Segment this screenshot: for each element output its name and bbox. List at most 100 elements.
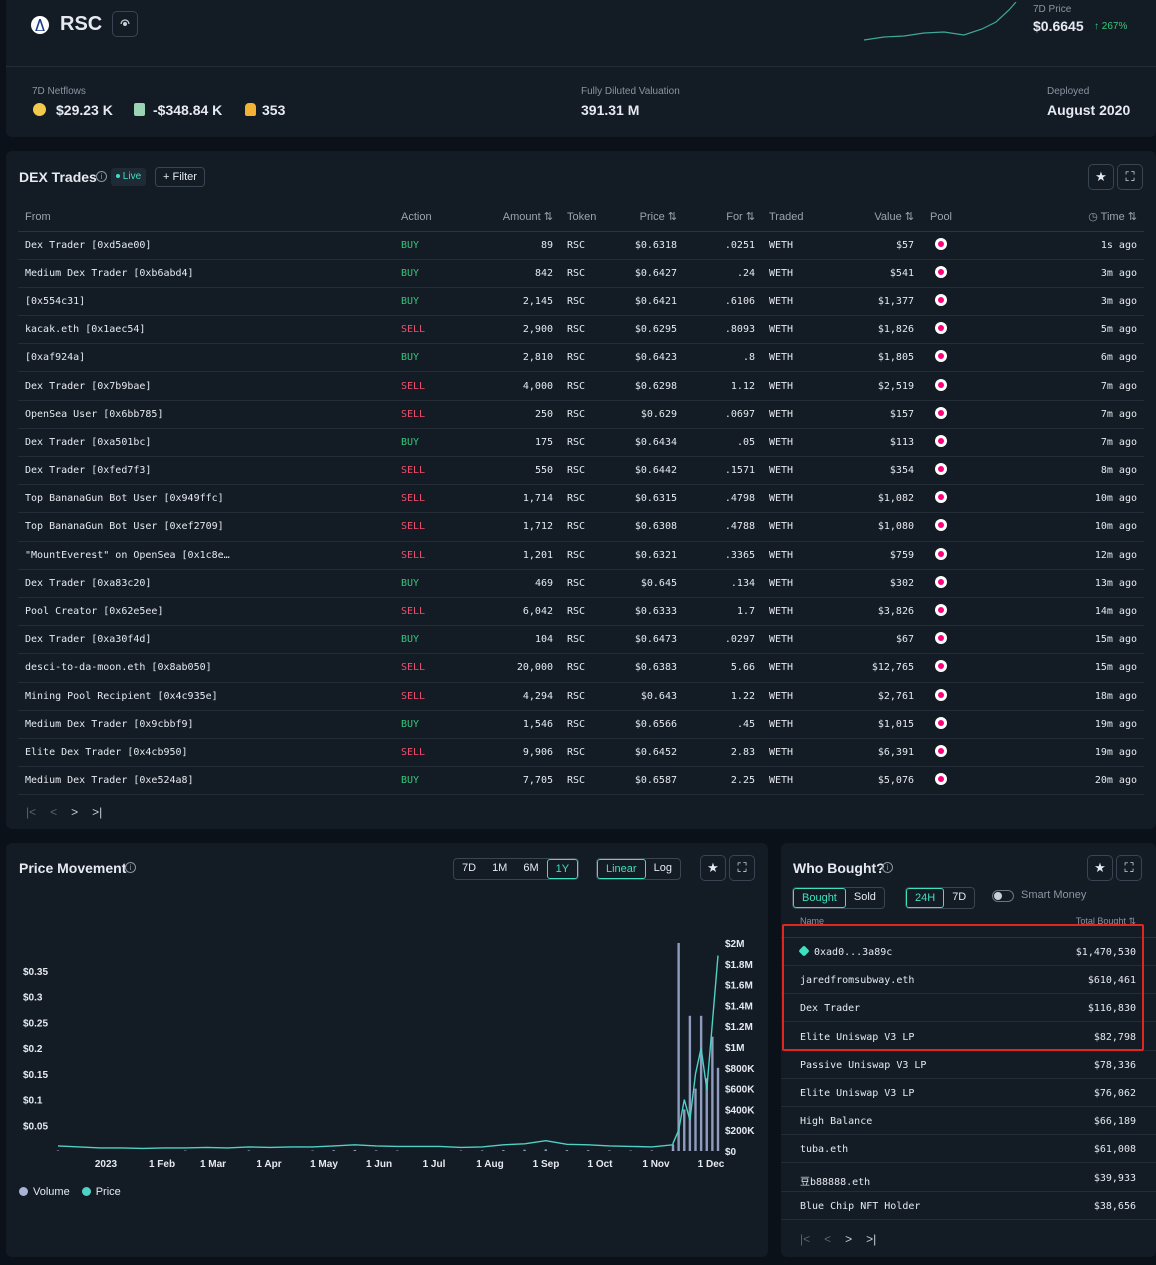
prev-page-button[interactable]: < <box>50 805 58 819</box>
filter-button[interactable]: + Filter <box>155 167 205 187</box>
list-item[interactable]: High Balance $66,189 <box>781 1107 1156 1136</box>
cell-from[interactable]: desci-to-da-moon.eth [0x8ab050] <box>18 653 394 683</box>
legend-volume[interactable]: Volume <box>19 1186 70 1198</box>
table-row[interactable]: Dex Trader [0xa30f4d] BUY 104 RSC $0.6473.02… <box>18 625 1144 655</box>
buyer-name[interactable]: High Balance <box>800 1116 872 1127</box>
uniswap-pool-icon[interactable] <box>935 350 947 363</box>
tab-bought[interactable]: Bought <box>793 888 846 908</box>
cell-from[interactable]: Dex Trader [0xd5ae00] <box>18 231 394 260</box>
buyer-name[interactable]: 豆b88888.eth <box>800 1173 870 1188</box>
uniswap-pool-icon[interactable] <box>935 688 947 701</box>
cell-from[interactable]: Top BananaGun Bot User [0x949ffc] <box>18 484 394 514</box>
cell-from[interactable]: [0xaf924a] <box>18 343 394 373</box>
table-row[interactable]: Dex Trader [0xd5ae00] BUY 89 RSC $0.6318.025… <box>18 231 1144 260</box>
list-item[interactable]: 豆b88888.eth $39,933 <box>781 1164 1156 1192</box>
buyer-name[interactable]: Elite Uniswap V3 LP <box>800 1032 914 1043</box>
star-icon[interactable]: ★ <box>700 855 726 881</box>
uniswap-pool-icon[interactable] <box>935 293 947 306</box>
list-item[interactable]: 0xad0...3a89c $1,470,530 <box>781 938 1156 966</box>
last-page-button[interactable]: >| <box>92 805 103 819</box>
period-7d[interactable]: 7D <box>952 891 967 903</box>
cell-from[interactable]: OpenSea User [0x6bb785] <box>18 400 394 429</box>
col-value[interactable]: Value ⇅ <box>836 203 921 232</box>
uniswap-pool-icon[interactable] <box>935 773 947 786</box>
cell-from[interactable]: Dex Trader [0xa30f4d] <box>18 625 394 655</box>
cell-from[interactable]: Dex Trader [0xfed7f3] <box>18 456 394 486</box>
table-row[interactable]: Elite Dex Trader [0x4cb950] SELL 9,906 RSC $… <box>18 738 1144 768</box>
first-page-button[interactable]: |< <box>800 1232 811 1246</box>
list-item[interactable]: Dex Trader $116,830 <box>781 994 1156 1023</box>
uniswap-pool-icon[interactable] <box>935 322 947 335</box>
scale-linear[interactable]: Linear <box>597 859 646 879</box>
table-row[interactable]: "MountEverest" on OpenSea [0x1c8e… SELL 1,… <box>18 541 1144 570</box>
col-for[interactable]: For ⇅ <box>684 203 762 232</box>
table-row[interactable]: desci-to-da-moon.eth [0x8ab050] SELL 20,00… <box>18 653 1144 683</box>
uniswap-pool-icon[interactable] <box>935 237 947 250</box>
uniswap-pool-icon[interactable] <box>935 434 947 447</box>
buyer-name[interactable]: 0xad0...3a89c <box>798 945 892 958</box>
range-1m[interactable]: 1M <box>492 862 508 874</box>
smart-money-toggle[interactable] <box>992 890 1014 902</box>
table-row[interactable]: Medium Dex Trader [0xb6abd4] BUY 842 RSC $0.… <box>18 259 1144 288</box>
prev-page-button[interactable]: < <box>824 1232 832 1246</box>
legend-price[interactable]: Price <box>81 1186 121 1198</box>
uniswap-pool-icon[interactable] <box>935 378 947 391</box>
uniswap-pool-icon[interactable] <box>935 265 947 278</box>
buyer-name[interactable]: tuba.eth <box>800 1144 848 1155</box>
uniswap-pool-icon[interactable] <box>935 632 947 645</box>
uniswap-pool-icon[interactable] <box>935 604 947 617</box>
uniswap-pool-icon[interactable] <box>935 406 947 419</box>
watch-toggle-icon[interactable] <box>112 11 138 37</box>
first-page-button[interactable]: |< <box>26 805 37 819</box>
table-row[interactable]: Dex Trader [0xa83c20] BUY 469 RSC $0.645.134… <box>18 569 1144 598</box>
table-row[interactable]: Pool Creator [0x62e5ee] SELL 6,042 RSC $0.63… <box>18 597 1144 627</box>
star-icon[interactable]: ★ <box>1088 164 1114 190</box>
fullscreen-icon[interactable]: ⛶ <box>729 855 755 881</box>
cell-from[interactable]: [0x554c31] <box>18 287 394 317</box>
table-row[interactable]: Top BananaGun Bot User [0x949ffc] SELL 1,7… <box>18 484 1144 514</box>
uniswap-pool-icon[interactable] <box>935 575 947 588</box>
table-row[interactable]: kacak.eth [0x1aec54] SELL 2,900 RSC $0.6295.… <box>18 315 1144 345</box>
uniswap-pool-icon[interactable] <box>935 491 947 504</box>
last-page-button[interactable]: >| <box>866 1232 877 1246</box>
buyer-name[interactable]: Blue Chip NFT Holder <box>800 1201 920 1212</box>
range-1y[interactable]: 1Y <box>546 859 579 879</box>
buyer-name[interactable]: Dex Trader <box>800 1003 860 1014</box>
list-item[interactable]: Passive Uniswap V3 LP $78,336 <box>781 1051 1156 1079</box>
uniswap-pool-icon[interactable] <box>935 716 947 729</box>
cell-from[interactable]: Top BananaGun Bot User [0xef2709] <box>18 512 394 542</box>
buyer-name[interactable]: jaredfromsubway.eth <box>800 975 914 986</box>
scale-log[interactable]: Log <box>653 862 672 874</box>
table-row[interactable]: OpenSea User [0x6bb785] SELL 250 RSC $0.629.… <box>18 400 1144 429</box>
list-item[interactable]: tuba.eth $61,008 <box>781 1135 1156 1164</box>
fullscreen-icon[interactable]: ⛶ <box>1117 164 1143 190</box>
cell-from[interactable]: Dex Trader [0xa501bc] <box>18 428 394 458</box>
uniswap-pool-icon[interactable] <box>935 547 947 560</box>
cell-from[interactable]: Elite Dex Trader [0x4cb950] <box>18 738 394 768</box>
cell-from[interactable]: "MountEverest" on OpenSea [0x1c8e… <box>18 541 394 570</box>
uniswap-pool-icon[interactable] <box>935 744 947 757</box>
col-total-bought[interactable]: Total Bought ⇅ <box>1076 916 1136 927</box>
list-item[interactable]: Blue Chip NFT Holder $38,656 <box>781 1192 1156 1220</box>
table-row[interactable]: Top BananaGun Bot User [0xef2709] SELL 1,7… <box>18 512 1144 542</box>
col-time[interactable]: ◷ Time ⇅ <box>961 203 1144 232</box>
table-row[interactable]: Mining Pool Recipient [0x4c935e] SELL 4,29… <box>18 682 1144 711</box>
col-price[interactable]: Price ⇅ <box>612 203 684 232</box>
col-amount[interactable]: Amount ⇅ <box>464 203 560 232</box>
uniswap-pool-icon[interactable] <box>935 519 947 532</box>
table-row[interactable]: Dex Trader [0xa501bc] BUY 175 RSC $0.6434.05… <box>18 428 1144 458</box>
table-row[interactable]: Dex Trader [0xfed7f3] SELL 550 RSC $0.6442.1… <box>18 456 1144 486</box>
table-row[interactable]: [0xaf924a] BUY 2,810 RSC $0.6423.8 WETH $1,805… <box>18 343 1144 373</box>
cell-from[interactable]: Dex Trader [0xa83c20] <box>18 569 394 598</box>
table-row[interactable]: [0x554c31] BUY 2,145 RSC $0.6421.6106 WETH $1,… <box>18 287 1144 317</box>
cell-from[interactable]: Pool Creator [0x62e5ee] <box>18 597 394 627</box>
table-row[interactable]: Dex Trader [0x7b9bae] SELL 4,000 RSC $0.6298… <box>18 371 1144 401</box>
range-7d[interactable]: 7D <box>462 862 477 874</box>
list-item[interactable]: jaredfromsubway.eth $610,461 <box>781 966 1156 995</box>
cell-from[interactable]: Medium Dex Trader [0x9cbbf9] <box>18 710 394 739</box>
next-page-button[interactable]: > <box>845 1232 853 1246</box>
list-item[interactable]: Elite Uniswap V3 LP $76,062 <box>781 1079 1156 1107</box>
cell-from[interactable]: Mining Pool Recipient [0x4c935e] <box>18 682 394 711</box>
uniswap-pool-icon[interactable] <box>935 660 947 673</box>
star-icon[interactable]: ★ <box>1087 855 1113 881</box>
